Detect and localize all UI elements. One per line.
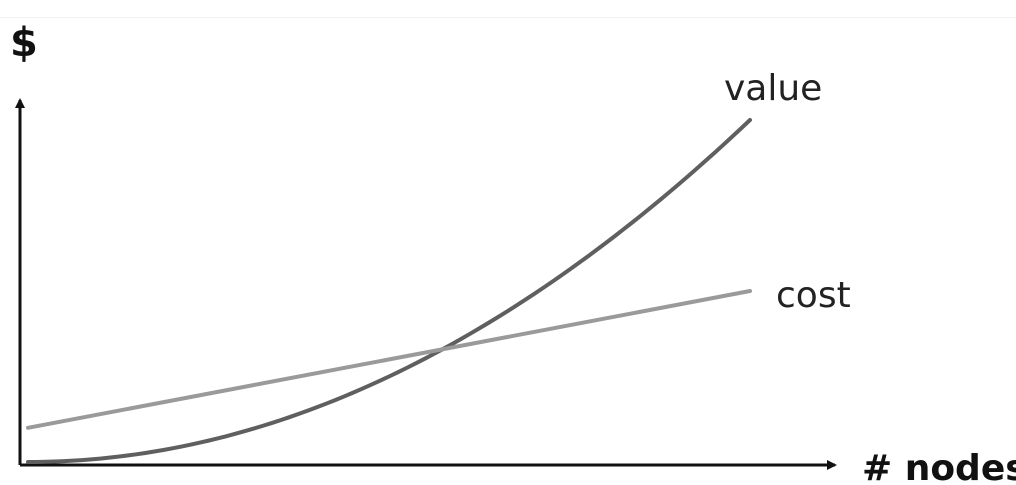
x-axis-label: # nodes bbox=[862, 448, 1016, 485]
series-line-cost bbox=[26, 289, 752, 430]
y-axis-label: $ bbox=[10, 20, 38, 66]
top-divider bbox=[0, 17, 1016, 18]
series-layer bbox=[26, 118, 752, 464]
series-label-cost: cost bbox=[776, 275, 851, 316]
series-line-value bbox=[26, 118, 752, 464]
series-label-value: value bbox=[724, 68, 822, 109]
